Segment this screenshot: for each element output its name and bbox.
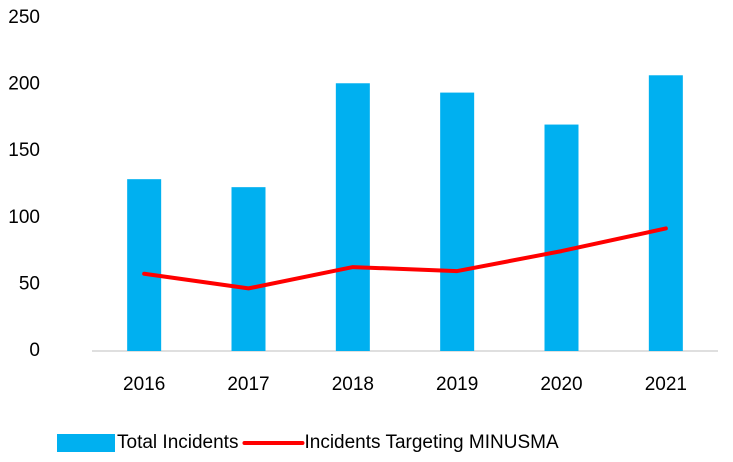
y-tick-label: 100 bbox=[8, 207, 40, 228]
bar bbox=[127, 179, 162, 351]
x-tick-label: 2016 bbox=[123, 374, 165, 395]
bar bbox=[648, 75, 683, 351]
x-tick-label: 2017 bbox=[227, 374, 269, 395]
legend-swatch bbox=[57, 434, 115, 452]
line bbox=[142, 226, 668, 291]
y-tick-label: 50 bbox=[19, 273, 40, 294]
y-tick-label: 200 bbox=[8, 74, 40, 95]
y-tick-label: 250 bbox=[8, 7, 40, 28]
bar bbox=[544, 124, 579, 351]
y-tick-label: 150 bbox=[8, 140, 40, 161]
legend-label: Total Incidents bbox=[117, 432, 238, 453]
x-tick-label: 2021 bbox=[645, 374, 687, 395]
bar bbox=[335, 83, 370, 351]
legend-label: Incidents Targeting MINUSMA bbox=[304, 432, 558, 453]
x-tick-label: 2020 bbox=[540, 374, 582, 395]
x-tick-label: 2018 bbox=[332, 374, 374, 395]
bar bbox=[231, 187, 266, 351]
x-tick-label: 2019 bbox=[436, 374, 478, 395]
y-tick-label: 0 bbox=[29, 340, 40, 361]
bar bbox=[440, 92, 475, 351]
